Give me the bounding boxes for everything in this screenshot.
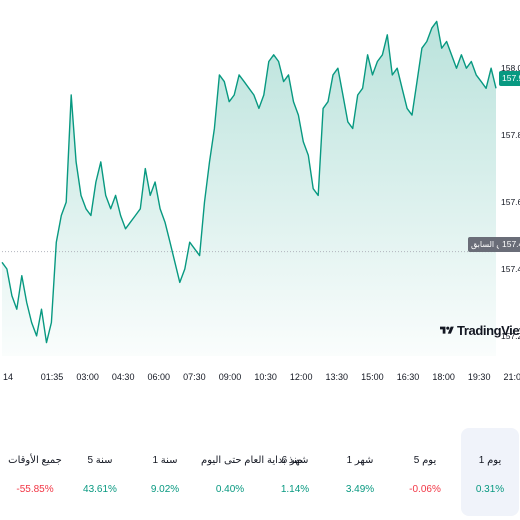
y-tick-label: 157.800 bbox=[501, 130, 520, 140]
price-line bbox=[1, 20, 497, 344]
x-tick-label: 09:00 bbox=[219, 372, 242, 382]
period-tab[interactable]: 1 سنة 9.02% bbox=[136, 428, 194, 516]
x-tick-label: 21:00 bbox=[504, 372, 520, 382]
x-tick-label: 13:30 bbox=[326, 372, 349, 382]
x-tick-label: 10:30 bbox=[254, 372, 277, 382]
performance-periods: 1 يوم 0.31% 5 يوم -0.06% 1 شهر 3.49% 6 شهر 1.14… bbox=[0, 428, 520, 516]
period-change-value: 3.49% bbox=[345, 484, 375, 495]
y-tick-label: 157.400 bbox=[501, 264, 520, 274]
period-label: 6 شهر bbox=[281, 455, 309, 466]
x-tick-label: 06:00 bbox=[148, 372, 171, 382]
tradingview-logo[interactable]: TradingView bbox=[440, 320, 520, 340]
period-label: 5 سنة bbox=[87, 455, 113, 466]
x-tick-label: 12:00 bbox=[290, 372, 313, 382]
logo-wordmark: TradingView bbox=[457, 322, 520, 338]
period-label: منذ بداية العام حتى اليوم bbox=[201, 455, 303, 466]
period-change-value: 0.40% bbox=[215, 484, 245, 495]
period-tab[interactable]: منذ بداية العام حتى اليوم 0.40% bbox=[201, 428, 303, 516]
period-label: جميع الأوقات bbox=[8, 455, 62, 466]
x-tick-label: 07:30 bbox=[183, 372, 206, 382]
y-tick-label: 158.000 bbox=[501, 63, 520, 73]
period-tab[interactable]: 6 شهر 1.14% bbox=[266, 428, 324, 516]
x-tick-label: 14 bbox=[3, 372, 13, 382]
period-label: 1 شهر bbox=[346, 455, 374, 466]
period-change-value: -55.85% bbox=[16, 484, 54, 495]
period-tab[interactable]: جميع الأوقات -55.85% bbox=[6, 428, 64, 516]
tradingview-logo-icon bbox=[440, 326, 454, 334]
last-price-badge: 157.941 bbox=[499, 71, 520, 86]
x-tick-label: 16:30 bbox=[397, 372, 420, 382]
period-tab[interactable]: 1 يوم 0.31% bbox=[461, 428, 519, 516]
period-change-value: 9.02% bbox=[150, 484, 180, 495]
price-chart[interactable]: 158.000 157.800 157.600 157.400 157.200 14 01… bbox=[0, 0, 520, 390]
price-area-fill bbox=[2, 21, 496, 357]
period-change-value: -0.06% bbox=[409, 484, 441, 495]
period-label: 5 يوم bbox=[413, 455, 437, 466]
y-tick-label: 157.600 bbox=[501, 197, 520, 207]
y-tick-label: 157.200 bbox=[501, 331, 520, 341]
x-tick-label: 18:00 bbox=[432, 372, 455, 382]
period-tab[interactable]: 5 يوم -0.06% bbox=[396, 428, 454, 516]
x-tick-label: 01:35 bbox=[41, 372, 64, 382]
period-change-value: 0.31% bbox=[475, 484, 505, 495]
price-chart-svg[interactable]: 158.000 157.800 157.600 157.400 157.200 14 01… bbox=[0, 0, 520, 390]
period-tab[interactable]: 5 سنة 43.61% bbox=[71, 428, 129, 516]
period-change-value: 1.14% bbox=[280, 484, 310, 495]
period-label: 1 سنة bbox=[152, 455, 178, 466]
x-tick-label: 03:00 bbox=[76, 372, 99, 382]
period-change-value: 43.61% bbox=[83, 484, 117, 495]
x-tick-label: 04:30 bbox=[112, 372, 135, 382]
x-tick-label: 15:00 bbox=[361, 372, 384, 382]
period-label: 1 يوم bbox=[478, 455, 502, 466]
x-tick-label: 19:30 bbox=[468, 372, 491, 382]
period-tab[interactable]: 1 شهر 3.49% bbox=[331, 428, 389, 516]
previous-close-price-badge: 157.452 bbox=[499, 237, 520, 252]
